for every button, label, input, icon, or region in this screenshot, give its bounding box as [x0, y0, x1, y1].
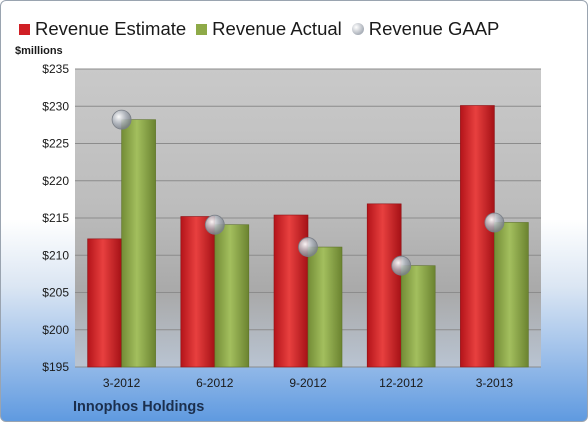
x-tick-label: 6-2012: [196, 376, 234, 390]
actual-bar: [494, 222, 529, 368]
y-tick-label: $230: [42, 99, 69, 113]
gaap-marker-group: [111, 109, 505, 276]
legend-swatch-gaap: [351, 23, 364, 35]
y-tick-label: $200: [42, 323, 69, 337]
actual-bar: [307, 246, 343, 368]
y-tick-label: $210: [42, 248, 69, 262]
y-tick-label: $220: [42, 174, 69, 188]
legend-item-gaap: Revenue GAAP: [351, 18, 500, 40]
x-tick-label: 12-2012: [379, 376, 423, 390]
y-tick-label: $195: [42, 360, 69, 374]
plot-area: $195 $200 $205 $210 $215 $220 $225 $230 $235 3-2…: [42, 62, 541, 390]
company-name: Innophos Holdings: [73, 399, 205, 415]
actual-bar: [214, 224, 250, 368]
gaap-marker: [111, 109, 132, 130]
legend-label-estimate: Revenue Estimate: [35, 18, 187, 39]
gaap-marker: [204, 214, 225, 235]
gaap-marker: [484, 212, 505, 233]
x-tick-label: 3-2012: [103, 376, 141, 390]
gaap-marker: [391, 255, 412, 276]
y-axis-unit-label: $millions: [15, 45, 63, 57]
y-tick-label: $235: [42, 62, 69, 76]
actual-bar: [400, 265, 436, 368]
x-tick-label: 9-2012: [289, 376, 327, 390]
estimate-bar: [180, 216, 216, 368]
y-axis-ticks: $195 $200 $205 $210 $215 $220 $225 $230 $235: [42, 62, 69, 374]
x-tick-label: 3-2013: [476, 376, 514, 390]
estimate-bar: [460, 105, 495, 368]
gaap-marker: [298, 237, 318, 257]
legend-label-gaap: Revenue GAAP: [368, 18, 500, 39]
chart-legend: Revenue Estimate Revenue Actual Revenue …: [19, 18, 509, 40]
estimate-bar: [273, 214, 309, 368]
legend-swatch-estimate: [19, 23, 30, 35]
legend-item-actual: Revenue Actual: [196, 18, 342, 40]
legend-swatch-actual: [196, 23, 208, 35]
x-axis-ticks: 3-2012 6-2012 9-2012 12-2012 3-2013: [103, 376, 513, 390]
actual-bar: [121, 119, 156, 368]
estimate-bar: [87, 238, 122, 368]
legend-item-estimate: Revenue Estimate: [19, 18, 186, 40]
estimate-bar: [366, 203, 402, 368]
y-tick-label: $215: [42, 211, 69, 225]
legend-label-actual: Revenue Actual: [212, 18, 342, 39]
y-tick-label: $205: [42, 286, 69, 300]
y-tick-label: $225: [42, 137, 69, 151]
bar-group: [87, 105, 529, 368]
